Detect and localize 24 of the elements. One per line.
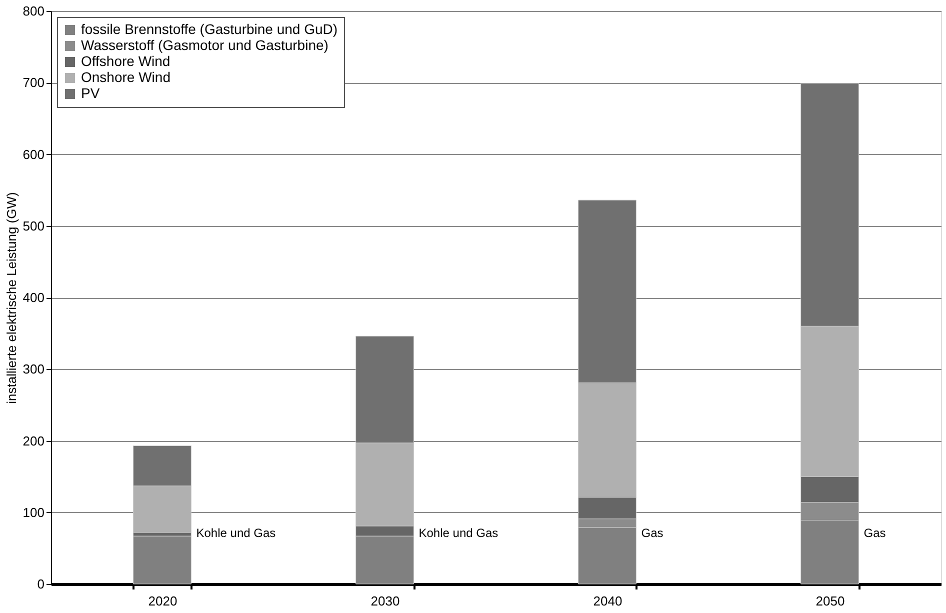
annotation: Gas <box>864 526 886 540</box>
y-tick-label: 700 <box>22 75 44 90</box>
x-tick-label: 2040 <box>593 594 622 608</box>
y-tick-label: 600 <box>22 146 44 162</box>
x-tick-label: 2020 <box>148 594 178 608</box>
y-tick-label: 400 <box>22 290 44 305</box>
bar <box>133 536 192 584</box>
legend-label: PV <box>81 85 100 101</box>
y-tick-label: 0 <box>37 576 44 592</box>
y-axis-title: installierte elektrische Leistung (GW) <box>4 192 19 404</box>
legend-label: Offshore Wind <box>81 53 170 69</box>
legend-label: Wasserstoff (Gasmotor und Gasturbine) <box>81 37 328 53</box>
y-tick-label: 200 <box>22 433 44 448</box>
annotation: Gas <box>641 526 664 540</box>
x-tick-label: 2030 <box>370 594 400 608</box>
legend-label: fossile Brennstoffe (Gasturbine und GuD) <box>81 21 338 37</box>
annotation: Kohle und Gas <box>418 526 498 540</box>
annotation: Kohle und Gas <box>196 526 276 540</box>
legend-label: Onshore Wind <box>81 69 170 85</box>
y-tick-label: 100 <box>22 504 44 520</box>
y-tick-label: 500 <box>22 218 44 234</box>
y-tick-label: 300 <box>22 362 44 377</box>
x-tick-label: 2050 <box>816 594 845 608</box>
y-tick-label: 800 <box>22 4 44 18</box>
